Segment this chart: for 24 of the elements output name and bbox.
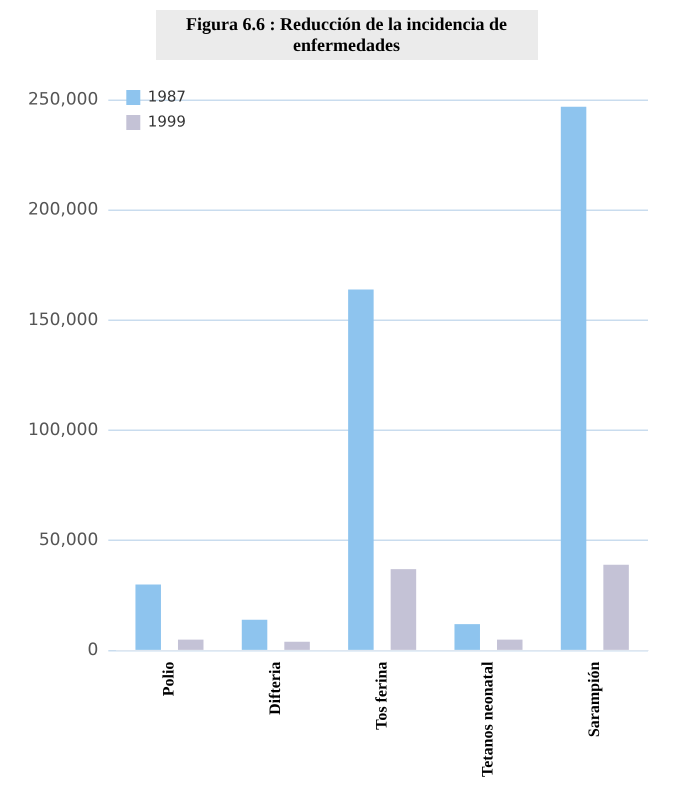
x-tick-label: Difteria bbox=[266, 662, 284, 715]
legend-label: 1999 bbox=[148, 112, 186, 130]
y-tick-label: 50,000 bbox=[38, 530, 98, 550]
bar bbox=[560, 106, 586, 650]
legend-label: 1987 bbox=[148, 87, 186, 106]
bar bbox=[135, 584, 161, 650]
bar bbox=[390, 569, 416, 650]
bar bbox=[242, 620, 268, 650]
x-tick-label: Tos ferina bbox=[373, 662, 390, 730]
bar bbox=[348, 290, 374, 650]
y-tick-label: 100,000 bbox=[28, 420, 98, 440]
chart-title: Figura 6.6 : Reducción de la incidencia de enfermedades bbox=[156, 10, 538, 60]
bar bbox=[496, 640, 523, 650]
y-tick-label: 250,000 bbox=[28, 90, 98, 110]
x-tick-label: Tetanos neonatal bbox=[480, 661, 497, 778]
bar bbox=[603, 564, 629, 650]
bar bbox=[284, 642, 310, 650]
y-tick-label: 200,000 bbox=[28, 200, 98, 220]
bar bbox=[454, 624, 480, 650]
y-tick-label: 0 bbox=[87, 640, 98, 660]
x-tick-label: Polio bbox=[160, 662, 178, 696]
y-tick-label: 150,000 bbox=[28, 310, 98, 330]
bar bbox=[178, 640, 204, 650]
x-tick-label: Sarampión bbox=[586, 661, 603, 738]
